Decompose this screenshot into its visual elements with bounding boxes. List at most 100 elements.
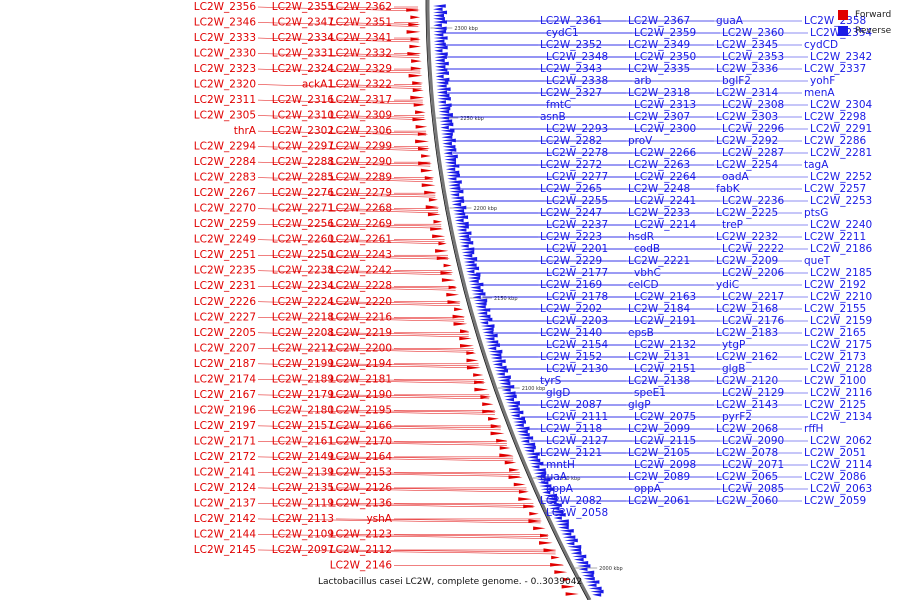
forward-gene-leader — [335, 239, 445, 242]
reverse-gene-label: LC2W_2185 — [810, 267, 872, 279]
forward-gene-label: LC2W_2333 — [194, 32, 256, 44]
reverse-gene-label: LC2W_2128 — [810, 363, 872, 375]
reverse-gene-label: rffH — [804, 423, 823, 435]
forward-feature-arrow — [408, 73, 423, 78]
reverse-gene-label: LC2W_2298 — [804, 111, 866, 123]
forward-feature-arrow — [513, 482, 526, 487]
forward-gene-label: LC2W_2331 — [272, 48, 334, 60]
forward-gene-label: LC2W_2149 — [272, 451, 334, 463]
forward-feature-arrow — [406, 30, 421, 34]
forward-feature-arrow — [459, 329, 470, 333]
forward-gene-leader — [335, 22, 419, 25]
forward-feature-arrow — [412, 81, 424, 85]
reverse-feature-arrow — [567, 545, 582, 549]
reverse-feature-arrow — [507, 404, 519, 408]
forward-gene-label: LC2W_2249 — [194, 234, 256, 246]
reverse-feature-arrow — [558, 525, 569, 530]
forward-gene-leader — [257, 518, 541, 524]
reverse-feature-arrow — [478, 314, 491, 319]
reverse-gene-label: LC2W_2192 — [804, 279, 866, 291]
reverse-feature-arrow — [481, 327, 494, 331]
reverse-feature-arrow — [440, 125, 449, 130]
reverse-feature-arrow — [529, 461, 544, 466]
reverse-gene-label: LC2W_2125 — [804, 399, 866, 411]
forward-gene-leader — [257, 410, 495, 415]
reverse-feature-arrow — [490, 356, 502, 360]
reverse-gene-label: LC2W_2211 — [804, 231, 866, 243]
reverse-feature-arrow — [463, 260, 475, 264]
forward-gene-leader — [335, 317, 465, 320]
reverse-feature-arrow — [454, 215, 469, 219]
forward-feature-arrow — [554, 570, 568, 574]
forward-feature-arrow — [441, 278, 456, 282]
forward-gene-label: LC2W_2190 — [330, 389, 392, 401]
forward-gene-leader — [257, 301, 460, 307]
forward-gene-label: LC2W_2235 — [194, 265, 256, 277]
forward-gene-label: LC2W_2250 — [272, 249, 334, 261]
forward-gene-leader — [257, 425, 501, 431]
reverse-feature-arrow — [466, 269, 475, 274]
reverse-gene-label: LC2W_2058 — [546, 507, 608, 519]
reverse-gene-label: LC2W_2286 — [804, 135, 867, 147]
forward-gene-leader — [257, 146, 429, 151]
forward-gene-label: LC2W_2294 — [194, 141, 257, 153]
reverse-feature-arrow — [438, 106, 451, 111]
forward-gene-label: LC2W_2276 — [272, 187, 335, 199]
forward-gene-leader — [335, 223, 442, 227]
forward-gene-leader — [335, 332, 469, 336]
forward-gene-leader — [335, 301, 460, 305]
forward-gene-label: LC2W_2323 — [194, 63, 256, 75]
forward-gene-label: LC2W_2145 — [194, 544, 256, 556]
forward-gene-label: LC2W_2346 — [194, 17, 257, 29]
forward-feature-arrow — [499, 453, 514, 458]
forward-gene-leader — [335, 518, 541, 522]
forward-gene-label: LC2W_2097 — [272, 544, 334, 556]
reverse-feature-arrow — [556, 522, 569, 527]
reverse-gene-label: menA — [804, 87, 835, 99]
forward-feature-arrow — [562, 577, 572, 582]
forward-feature-arrow — [499, 446, 511, 450]
forward-gene-label: LC2W_2356 — [194, 1, 257, 13]
forward-gene-label: LC2W_2124 — [194, 482, 257, 494]
forward-gene-leader — [335, 254, 449, 258]
forward-feature-arrow — [435, 249, 449, 253]
forward-gene-label: LC2W_2212 — [272, 342, 334, 354]
reverse-feature-arrow — [460, 247, 475, 251]
forward-gene-leader — [335, 99, 423, 103]
forward-feature-arrow — [473, 373, 484, 377]
reverse-feature-arrow — [438, 113, 453, 117]
reverse-feature-arrow — [465, 266, 480, 271]
reverse-feature-arrow — [467, 276, 481, 280]
forward-gene-label: LC2W_2279 — [330, 187, 392, 199]
reverse-feature-arrow — [449, 189, 464, 194]
reverse-feature-arrow — [588, 586, 602, 591]
forward-gene-leader — [257, 22, 419, 27]
reverse-feature-arrow — [433, 7, 443, 11]
reverse-feature-arrow — [469, 282, 484, 287]
forward-gene-leader — [335, 425, 501, 429]
forward-gene-label: LC2W_2137 — [194, 497, 256, 509]
forward-feature-arrow — [432, 234, 446, 239]
forward-gene-leader — [335, 37, 419, 41]
reverse-feature-arrow — [479, 321, 489, 325]
forward-gene-leader — [335, 394, 490, 398]
forward-gene-leader — [257, 239, 445, 244]
reverse-feature-arrow — [437, 93, 450, 98]
reverse-feature-arrow — [519, 436, 534, 440]
reverse-gene-label: LC2W_2165 — [804, 327, 866, 339]
forward-feature-arrow — [443, 263, 452, 268]
forward-gene-label: LC2W_2316 — [272, 94, 335, 106]
reverse-feature-arrow — [433, 33, 444, 37]
forward-gene-leader — [257, 99, 423, 105]
reverse-feature-arrow — [578, 567, 588, 571]
forward-gene-label: LC2W_2251 — [194, 249, 256, 261]
reverse-feature-arrow — [475, 305, 486, 309]
forward-gene-label: LC2W_2320 — [194, 79, 256, 91]
forward-gene-leader — [257, 472, 520, 477]
reverse-feature-arrow — [461, 250, 475, 255]
tick-label: 2300 kbp — [454, 26, 478, 32]
forward-gene-label: LC2W_2216 — [330, 311, 393, 323]
forward-gene-label: LC2W_2347 — [272, 17, 334, 29]
forward-gene-leader — [257, 317, 465, 322]
